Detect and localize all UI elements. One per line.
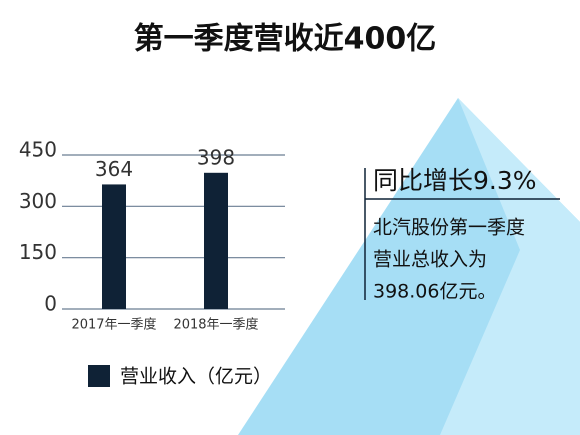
x-tick-label: 2018年一季度 — [173, 317, 258, 333]
data-label: 398 — [197, 145, 235, 169]
annotation-headline: 同比增长9.3% — [373, 166, 537, 195]
y-tick-label: 150 — [19, 240, 57, 264]
annotation-text: 营业总收入为 — [373, 249, 487, 271]
bar — [102, 184, 126, 309]
chart-title: 第一季度营收近400亿 — [134, 22, 437, 57]
legend-label: 营业收入（亿元） — [120, 366, 272, 388]
annotation-text: 北汽股份第一季度 — [373, 217, 525, 239]
annotation-text: 398.06亿元。 — [373, 281, 496, 303]
y-tick-label: 0 — [44, 292, 57, 316]
y-tick-label: 450 — [19, 138, 57, 162]
data-label: 364 — [95, 157, 133, 181]
arrow-highlight — [440, 98, 580, 435]
x-tick-label: 2017年一季度 — [71, 317, 156, 333]
legend-swatch — [88, 365, 110, 387]
y-tick-label: 300 — [19, 189, 57, 213]
bar — [204, 172, 228, 309]
